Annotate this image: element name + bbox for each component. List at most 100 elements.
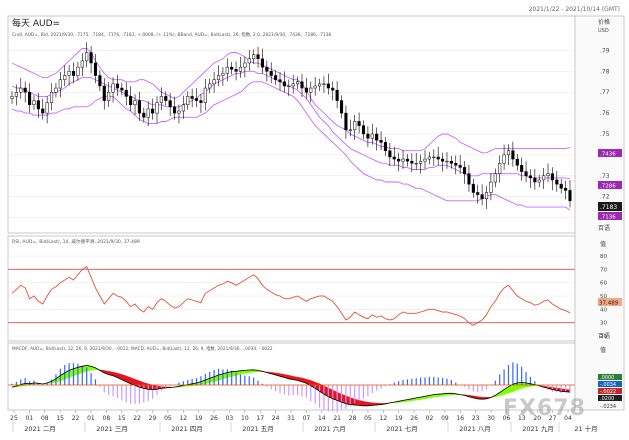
x-day-label: 19 xyxy=(395,415,403,422)
x-day-label: 22 xyxy=(72,415,80,422)
x-day-label: 08 xyxy=(41,415,49,422)
x-month-label: 2021 四月 xyxy=(171,425,203,433)
candle-body xyxy=(282,81,286,87)
candle-body xyxy=(313,85,317,89)
candle-body xyxy=(168,100,172,108)
macd-tick-0: .0000 xyxy=(600,375,614,381)
candle-body xyxy=(520,165,524,172)
price-axis-label: 价格 xyxy=(598,18,610,26)
candle-body xyxy=(511,150,515,160)
candle-body xyxy=(36,100,40,110)
band-lower-value: .7136 xyxy=(600,215,616,221)
candle-body xyxy=(476,192,480,195)
macd-tick-1: -.0034 xyxy=(600,382,616,388)
candle-body xyxy=(489,181,493,193)
candle-body xyxy=(221,73,225,76)
rsi-tick-label: 50 xyxy=(600,294,607,300)
x-month-label: 2021 二月 xyxy=(24,425,56,433)
x-day-label: 08 xyxy=(103,415,111,422)
candle-body xyxy=(190,96,194,99)
candle-body xyxy=(76,66,80,76)
last-price-badge: .7183 xyxy=(598,202,622,211)
candle-body xyxy=(344,112,348,131)
rsi-tick-label: 40 xyxy=(600,307,607,313)
candlestick-series xyxy=(10,42,572,209)
candle-body xyxy=(542,175,546,181)
candle-body xyxy=(480,194,484,200)
candle-body xyxy=(339,100,344,114)
candle-body xyxy=(19,87,23,93)
x-day-label: 30 xyxy=(487,415,495,422)
candle-body xyxy=(115,83,120,89)
rsi-header: RSI, AUD=, Bid(Last), 14, 威尔德平滑, 2021/9/… xyxy=(12,238,140,245)
price-tick-label: .78 xyxy=(600,68,610,75)
candle-body xyxy=(85,52,89,62)
x-day-label: 26 xyxy=(410,415,418,422)
band-upper-badge: .7436 xyxy=(598,149,622,158)
candle-body xyxy=(401,158,405,162)
x-day-label: 13 xyxy=(518,415,526,422)
candle-body xyxy=(208,83,212,89)
x-day-label: 05 xyxy=(164,415,172,422)
candle-body xyxy=(133,100,137,106)
rsi-tick-label: 20 xyxy=(600,334,607,340)
candle-body xyxy=(405,158,409,162)
macd-header: MACDF, AUD=, Bid(Last), 12, 26, 9, 2021/… xyxy=(12,345,273,352)
candle-body xyxy=(14,91,18,97)
candle-body xyxy=(366,133,370,139)
macd-line xyxy=(11,364,571,407)
candle-body xyxy=(555,179,559,185)
x-day-label: 26 xyxy=(210,415,218,422)
candle-body xyxy=(493,173,497,183)
candle-body xyxy=(300,81,304,89)
candle-body xyxy=(212,79,216,85)
rsi-tick-label: 60 xyxy=(600,281,607,287)
band-mid-value: .7286 xyxy=(600,184,616,190)
x-day-label: 19 xyxy=(195,415,203,422)
candle-body xyxy=(528,175,533,179)
band-mid-badge: .7286 xyxy=(598,181,622,190)
candle-body xyxy=(63,75,67,80)
candle-body xyxy=(203,87,207,103)
bollinger-middle-line xyxy=(11,70,571,180)
candle-body xyxy=(93,62,98,76)
rsi-tick-label: 70 xyxy=(600,267,607,273)
x-month-label: 21 十月 xyxy=(574,424,597,433)
candle-body xyxy=(291,83,295,87)
macd-fill-segment xyxy=(354,398,360,406)
candle-body xyxy=(357,121,361,126)
x-day-label: 09 xyxy=(441,415,449,422)
candle-body xyxy=(265,66,269,72)
candle-body xyxy=(194,98,199,101)
x-day-label: 15 xyxy=(118,415,126,422)
candle-body xyxy=(397,158,401,162)
candle-body xyxy=(423,158,427,162)
candle-body xyxy=(419,160,423,164)
candle-body xyxy=(159,96,163,103)
x-day-label: 27 xyxy=(549,415,557,422)
candle-body xyxy=(296,81,300,85)
candle-body xyxy=(414,162,418,165)
x-day-label: 03 xyxy=(226,415,234,422)
price-tick-label: .73 xyxy=(600,173,610,180)
macd-tick-2: -.0022 xyxy=(600,389,616,395)
candle-body xyxy=(524,171,528,177)
price-info: Cndl, AUD=, Bid, 2021/9/30, .7175, .7184… xyxy=(12,31,331,38)
price-panel-right-label: 百语 xyxy=(598,224,610,232)
candle-body xyxy=(155,102,159,114)
candle-body xyxy=(120,87,124,91)
band-upper-value: .7436 xyxy=(600,152,616,158)
macd-fill-segment xyxy=(345,395,351,405)
candle-body xyxy=(225,66,229,74)
x-day-label: 12 xyxy=(380,415,388,422)
macd-fill-segment xyxy=(363,401,369,406)
candle-body xyxy=(186,96,190,106)
candle-body xyxy=(287,85,291,88)
candle-body xyxy=(331,87,335,91)
x-month-label: 2021 九月 xyxy=(522,424,554,433)
x-day-label: 28 xyxy=(349,415,357,422)
candle-body xyxy=(269,71,273,76)
candle-body xyxy=(379,140,383,143)
candle-body xyxy=(129,96,133,106)
